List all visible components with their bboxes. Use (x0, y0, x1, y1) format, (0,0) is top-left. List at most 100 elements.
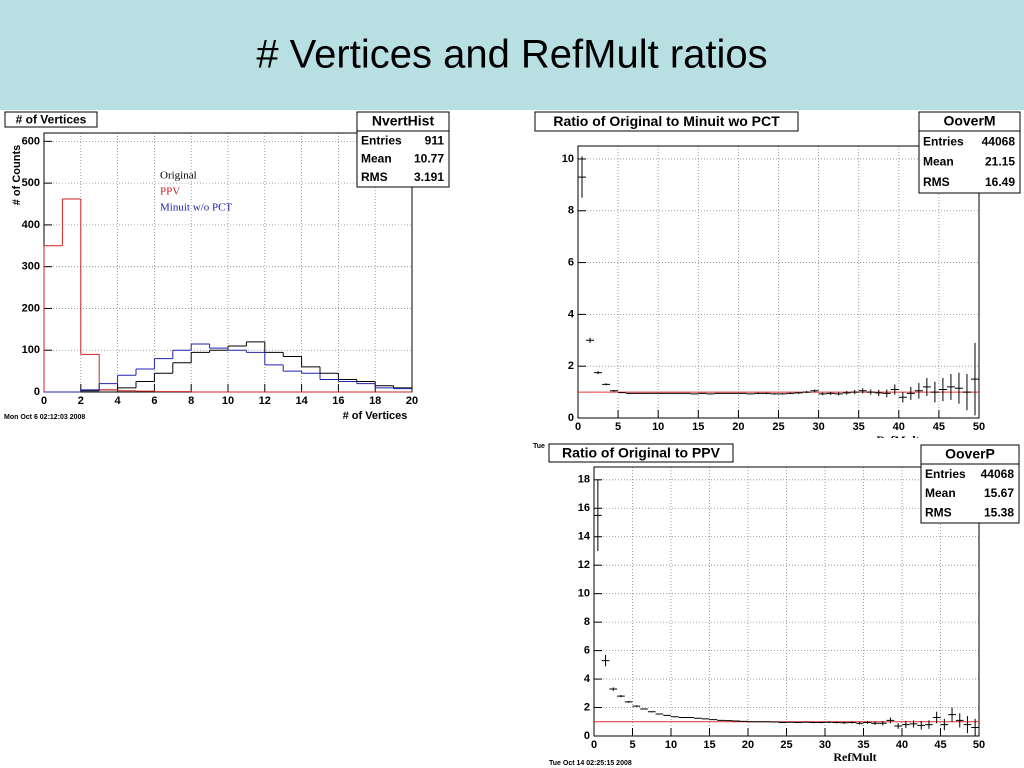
error-point (882, 389, 891, 398)
error-point (842, 391, 851, 395)
x-tick-label: 50 (973, 421, 985, 433)
error-point (938, 377, 947, 402)
error-point (858, 388, 867, 394)
x-tick-label: 25 (772, 421, 784, 433)
error-point (738, 392, 747, 394)
error-point (610, 390, 619, 392)
x-tick-label: 25 (780, 739, 792, 751)
error-point (586, 337, 595, 343)
plot-title-box (4, 111, 98, 128)
error-point (840, 721, 849, 724)
error-point (678, 716, 687, 718)
y-tick-label: 12 (578, 559, 590, 571)
error-point (909, 720, 918, 728)
y-tick-label: 6 (584, 645, 590, 657)
y-tick-label: 10 (578, 588, 590, 600)
stats-value: 15.38 (984, 506, 1014, 520)
error-point (663, 714, 671, 716)
error-point (850, 390, 859, 395)
y-tick-label: 0 (568, 412, 574, 424)
x-tick-label: 0 (575, 421, 581, 433)
stats-box (356, 111, 450, 188)
stats-value: 10.77 (414, 152, 444, 166)
error-point (698, 392, 707, 394)
x-tick-label: 14 (295, 395, 308, 407)
error-point (809, 721, 818, 724)
x-tick-label: 0 (591, 739, 597, 751)
stats-label: RMS (923, 175, 950, 189)
stats-box (920, 444, 1020, 524)
error-point (810, 389, 819, 393)
stats-label: Entries (925, 467, 966, 481)
error-point (962, 373, 971, 411)
error-point (722, 392, 731, 394)
error-point (609, 687, 618, 691)
x-axis-label: RefMult (833, 750, 876, 764)
error-point (690, 393, 699, 395)
error-point (762, 392, 771, 395)
y-tick-label: 6 (568, 256, 574, 268)
timestamp: Tue Oct 14 02:25:15 2008 (549, 760, 632, 767)
error-point (594, 371, 603, 375)
x-tick-label: 40 (896, 739, 908, 751)
error-point (770, 393, 779, 395)
error-point (674, 392, 683, 394)
x-tick-label: 5 (629, 739, 635, 751)
stats-value: 21.15 (985, 155, 1015, 169)
y-tick-label: 0 (584, 730, 590, 742)
error-point (894, 723, 902, 729)
y-tick-label: 2 (568, 360, 574, 372)
stats-value: 911 (425, 133, 445, 147)
x-tick-label: 15 (692, 421, 704, 433)
y-tick-label: 500 (22, 177, 40, 189)
y-tick-label: 300 (22, 261, 40, 273)
error-point (922, 377, 931, 396)
plot-frame (593, 466, 980, 737)
error-point (917, 721, 926, 730)
error-point (817, 721, 825, 724)
error-point (848, 721, 856, 724)
error-point (971, 718, 979, 736)
y-tick-label: 10 (562, 153, 574, 165)
x-tick-label: 10 (652, 421, 664, 433)
stats-value: 3.191 (414, 170, 444, 184)
plot-frame (577, 145, 980, 419)
y-tick-label: 400 (22, 219, 40, 231)
error-point (948, 707, 956, 722)
stats-value: 16.49 (985, 175, 1015, 189)
x-tick-label: 20 (732, 421, 744, 433)
error-point (954, 372, 963, 404)
x-tick-label: 45 (933, 421, 945, 433)
error-point (709, 719, 718, 721)
y-tick-label: 100 (22, 344, 40, 356)
slide-title: # Vertices and RefMult ratios (256, 33, 767, 77)
x-tick-label: 10 (665, 739, 677, 751)
stats-name: NvertHist (372, 113, 435, 129)
error-point (617, 695, 625, 698)
error-point (834, 392, 843, 396)
y-tick-label: 18 (578, 474, 590, 486)
plot-title-box (548, 443, 734, 463)
error-point (730, 392, 739, 394)
y-axis-label: # of Counts (11, 145, 23, 206)
error-point (902, 721, 910, 729)
stats-value: 44068 (982, 134, 1016, 148)
error-point (871, 721, 879, 725)
x-tick-label: 35 (857, 739, 869, 751)
stats-value: 44068 (981, 467, 1015, 481)
x-tick-label: 45 (934, 739, 946, 751)
error-point (640, 708, 648, 710)
error-point (732, 720, 741, 722)
error-point (898, 392, 907, 403)
error-point (694, 717, 702, 719)
y-tick-label: 0 (34, 386, 40, 398)
stats-value: 15.67 (984, 486, 1014, 500)
error-point (655, 713, 664, 715)
header-band (0, 0, 1024, 110)
error-point (658, 392, 667, 394)
stats-label: Entries (923, 134, 964, 148)
y-tick-label: 200 (22, 302, 40, 314)
stats-label: Mean (361, 152, 392, 166)
timestamp: Mon Oct 6 02:12:03 2008 (4, 414, 85, 421)
